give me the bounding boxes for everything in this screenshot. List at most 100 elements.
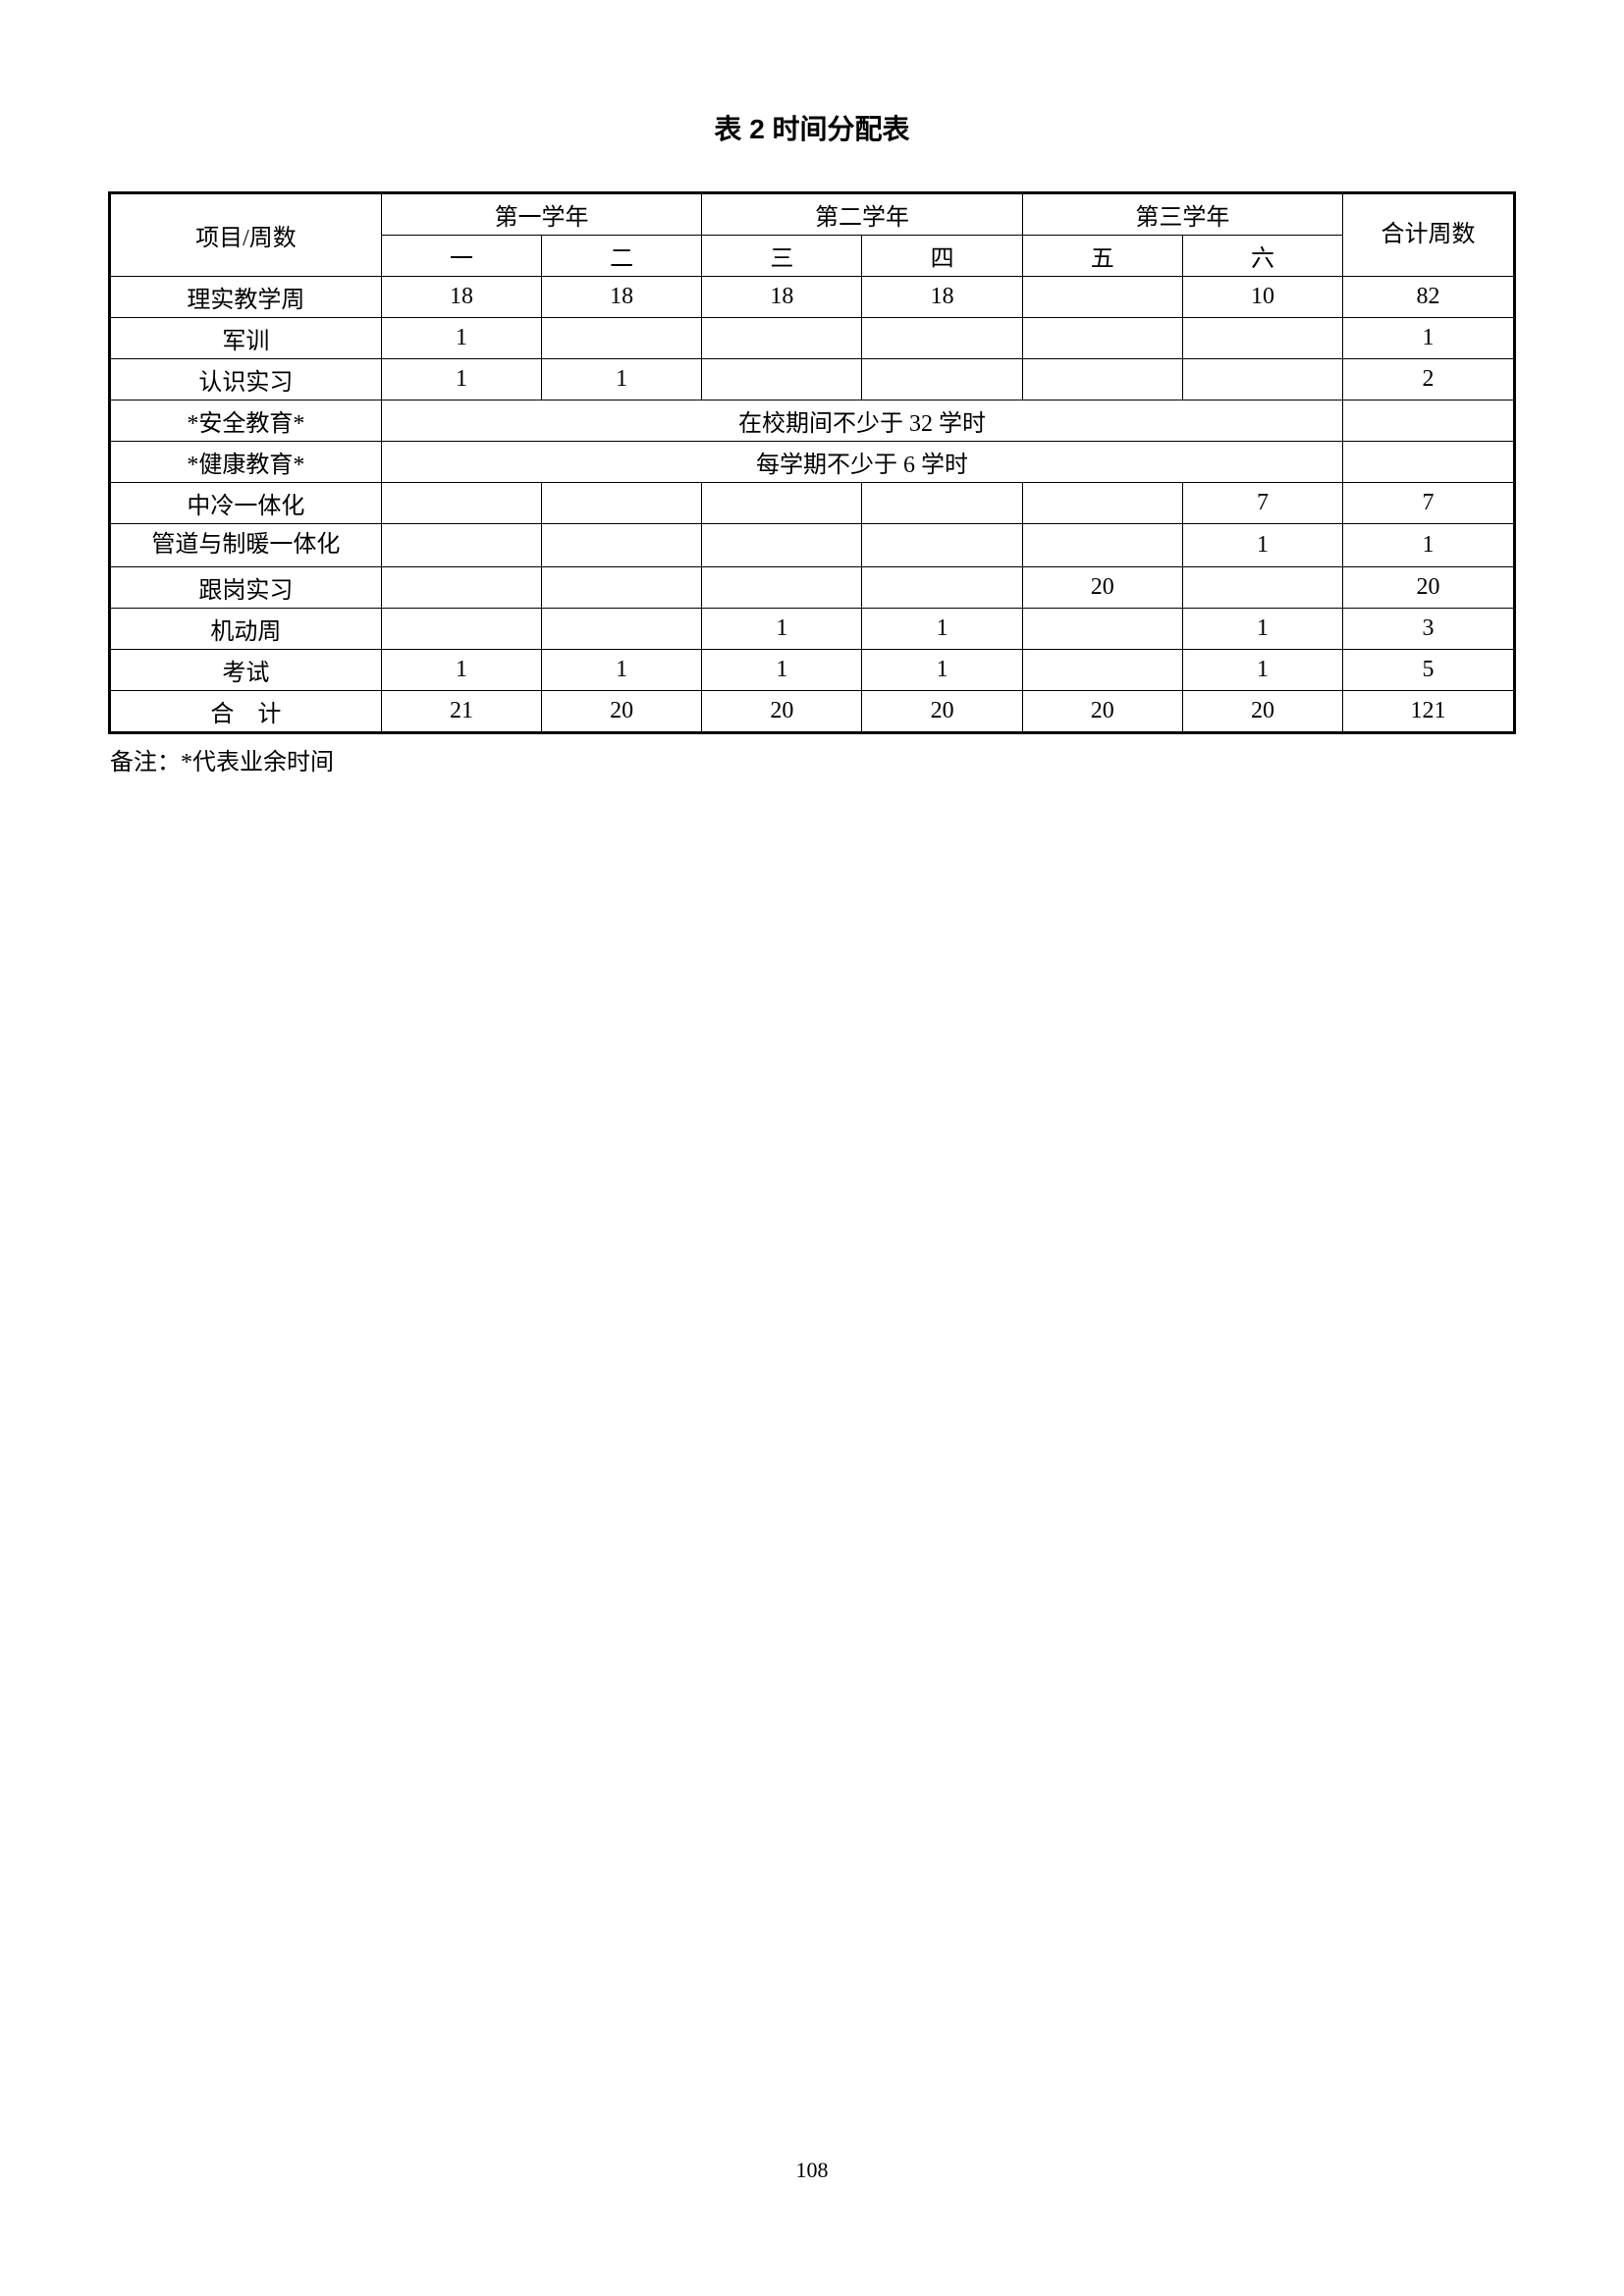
- row-label: 理实教学周: [110, 277, 382, 318]
- cell: [542, 524, 702, 567]
- cell: 1: [862, 609, 1022, 650]
- cell: 1: [1182, 650, 1342, 691]
- table-row: 理实教学周 18 18 18 18 10 82: [110, 277, 1515, 318]
- row-label: *安全教育*: [110, 400, 382, 442]
- cell: [702, 567, 862, 609]
- row-label: 管道与制暖一体化: [110, 524, 382, 567]
- cell: 20: [1022, 567, 1182, 609]
- cell: [862, 524, 1022, 567]
- table-header-row-1: 项目/周数 第一学年 第二学年 第三学年 合计周数: [110, 193, 1515, 236]
- cell: 20: [1182, 691, 1342, 733]
- cell: [381, 567, 541, 609]
- cell: 1: [381, 359, 541, 400]
- row-total: 3: [1343, 609, 1515, 650]
- cell: [1022, 483, 1182, 524]
- cell: 7: [1182, 483, 1342, 524]
- table-row: *健康教育* 每学期不少于 6 学时: [110, 442, 1515, 483]
- cell: [1022, 318, 1182, 359]
- table-row: 机动周 1 1 1 3: [110, 609, 1515, 650]
- cell: 20: [862, 691, 1022, 733]
- header-total: 合计周数: [1343, 193, 1515, 277]
- row-total: 5: [1343, 650, 1515, 691]
- cell: [1022, 359, 1182, 400]
- header-year2: 第二学年: [702, 193, 1022, 236]
- cell: [542, 567, 702, 609]
- cell: 1: [702, 650, 862, 691]
- cell: 1: [862, 650, 1022, 691]
- row-total: 1: [1343, 318, 1515, 359]
- table-row: 认识实习 1 1 2: [110, 359, 1515, 400]
- row-label: 中冷一体化: [110, 483, 382, 524]
- cell: 20: [542, 691, 702, 733]
- cell: [1182, 318, 1342, 359]
- header-sem4: 四: [862, 236, 1022, 277]
- cell: [542, 483, 702, 524]
- header-sem3: 三: [702, 236, 862, 277]
- cell: 1: [1182, 609, 1342, 650]
- page-container: 表 2 时间分配表 项目/周数 第一学年 第二学年 第三学年 合计周数 一 二 …: [0, 0, 1624, 776]
- row-label: 认识实习: [110, 359, 382, 400]
- row-total: [1343, 400, 1515, 442]
- row-label: 军训: [110, 318, 382, 359]
- cell: [702, 524, 862, 567]
- cell: [1022, 277, 1182, 318]
- row-total: 82: [1343, 277, 1515, 318]
- cell: [862, 483, 1022, 524]
- cell: [381, 524, 541, 567]
- cell: 18: [862, 277, 1022, 318]
- header-year3: 第三学年: [1022, 193, 1342, 236]
- row-total: 121: [1343, 691, 1515, 733]
- page-number: 108: [0, 2158, 1624, 2183]
- cell: [862, 359, 1022, 400]
- table-row: *安全教育* 在校期间不少于 32 学时: [110, 400, 1515, 442]
- table-row: 管道与制暖一体化 1 1: [110, 524, 1515, 567]
- row-total: 1: [1343, 524, 1515, 567]
- time-allocation-table: 项目/周数 第一学年 第二学年 第三学年 合计周数 一 二 三 四 五 六 理实…: [108, 191, 1516, 734]
- row-label: 考试: [110, 650, 382, 691]
- cell: 18: [542, 277, 702, 318]
- row-label: 合 计: [110, 691, 382, 733]
- table-row: 跟岗实习 20 20: [110, 567, 1515, 609]
- cell: 18: [702, 277, 862, 318]
- cell: 1: [381, 650, 541, 691]
- cell: 10: [1182, 277, 1342, 318]
- merged-cell: 在校期间不少于 32 学时: [381, 400, 1342, 442]
- cell: [862, 567, 1022, 609]
- cell: 1: [702, 609, 862, 650]
- cell: [862, 318, 1022, 359]
- header-sem2: 二: [542, 236, 702, 277]
- cell: [381, 483, 541, 524]
- header-sem6: 六: [1182, 236, 1342, 277]
- row-label: *健康教育*: [110, 442, 382, 483]
- cell: 20: [1022, 691, 1182, 733]
- row-label: 机动周: [110, 609, 382, 650]
- cell: [542, 609, 702, 650]
- cell: 1: [1182, 524, 1342, 567]
- header-sem1: 一: [381, 236, 541, 277]
- cell: [1022, 524, 1182, 567]
- merged-cell: 每学期不少于 6 学时: [381, 442, 1342, 483]
- table-row: 中冷一体化 7 7: [110, 483, 1515, 524]
- cell: [381, 609, 541, 650]
- row-total: 2: [1343, 359, 1515, 400]
- header-year1: 第一学年: [381, 193, 701, 236]
- cell: [542, 318, 702, 359]
- header-sem5: 五: [1022, 236, 1182, 277]
- cell: 21: [381, 691, 541, 733]
- cell: [1022, 650, 1182, 691]
- table-title: 表 2 时间分配表: [108, 108, 1516, 147]
- cell: 1: [542, 650, 702, 691]
- row-total: 7: [1343, 483, 1515, 524]
- cell: 1: [542, 359, 702, 400]
- table-note: 备注：*代表业余时间: [108, 742, 1516, 776]
- cell: [1182, 567, 1342, 609]
- cell: [702, 359, 862, 400]
- cell: [702, 483, 862, 524]
- row-total: [1343, 442, 1515, 483]
- table-row: 考试 1 1 1 1 1 5: [110, 650, 1515, 691]
- cell: [702, 318, 862, 359]
- cell: [1022, 609, 1182, 650]
- cell: 20: [702, 691, 862, 733]
- table-row-total: 合 计 21 20 20 20 20 20 121: [110, 691, 1515, 733]
- cell: 18: [381, 277, 541, 318]
